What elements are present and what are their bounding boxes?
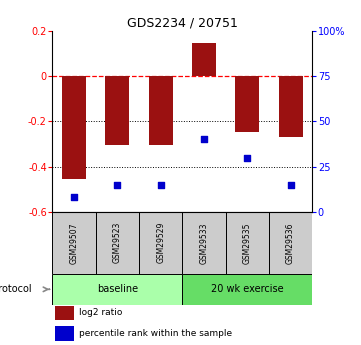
Text: percentile rank within the sample: percentile rank within the sample xyxy=(79,329,232,338)
Bar xyxy=(96,212,139,274)
Text: GSM29507: GSM29507 xyxy=(70,222,78,264)
Text: GSM29535: GSM29535 xyxy=(243,222,252,264)
Text: 20 wk exercise: 20 wk exercise xyxy=(211,284,284,294)
Bar xyxy=(149,76,173,145)
Bar xyxy=(55,306,74,320)
Point xyxy=(201,137,207,142)
Point xyxy=(288,182,293,187)
Bar xyxy=(62,76,86,179)
Title: GDS2234 / 20751: GDS2234 / 20751 xyxy=(127,17,238,30)
Bar xyxy=(105,76,129,145)
Text: log2 ratio: log2 ratio xyxy=(79,308,122,317)
Bar xyxy=(182,212,226,274)
Text: baseline: baseline xyxy=(97,284,138,294)
Bar xyxy=(139,212,182,274)
Text: GSM29533: GSM29533 xyxy=(200,222,208,264)
Bar xyxy=(279,76,303,137)
Bar xyxy=(52,274,182,305)
Bar xyxy=(269,212,312,274)
Bar xyxy=(52,212,96,274)
Text: GSM29529: GSM29529 xyxy=(156,222,165,264)
Point xyxy=(71,195,77,200)
Point xyxy=(244,155,250,160)
Point xyxy=(114,182,120,187)
Bar xyxy=(192,43,216,76)
Bar xyxy=(226,212,269,274)
Bar xyxy=(55,326,74,341)
Text: GSM29523: GSM29523 xyxy=(113,222,122,264)
Point xyxy=(158,182,164,187)
Bar xyxy=(182,274,312,305)
Bar xyxy=(235,76,259,131)
Text: GSM29536: GSM29536 xyxy=(286,222,295,264)
Text: protocol: protocol xyxy=(0,284,31,294)
